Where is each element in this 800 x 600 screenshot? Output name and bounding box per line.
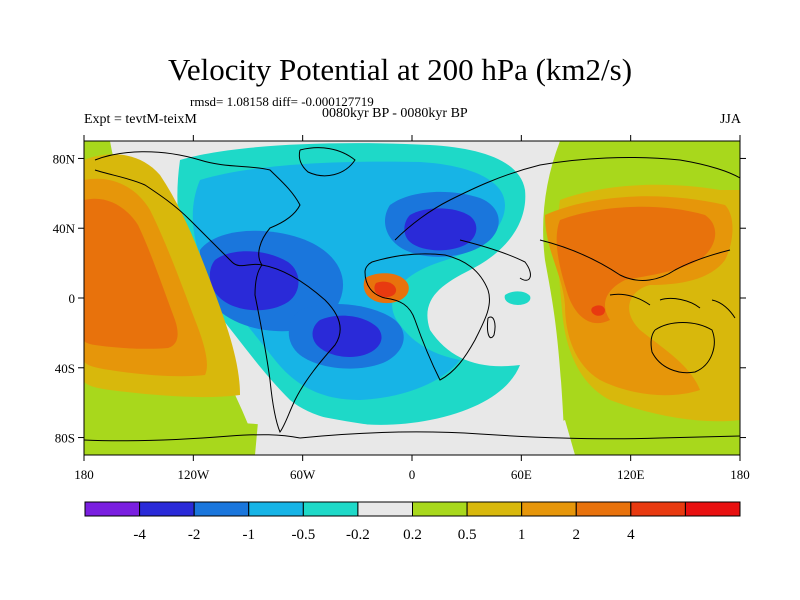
neutral-region-south [255,400,575,455]
colorbar-swatch [575,501,632,517]
coast-north-america [94,151,301,267]
x-tick-label: 60E [511,467,532,482]
coast-eurasia [394,157,740,281]
positive-region-p2-east [556,206,716,324]
colorbar-swatch [84,501,141,517]
colorbar-swatch [521,501,577,517]
colorbar-swatch [466,501,523,517]
colorbar-swatch [630,501,686,517]
colorbar: -4 -2 -1 -0.5 -0.2 0.2 0.5 1 2 4 [84,501,741,543]
colorbar-label: -0.2 [346,527,370,543]
y-tick-label: 80S [55,431,75,446]
colorbar-label: 4 [627,527,635,543]
season-label: JJA [719,112,741,127]
x-tick-label: 180 [730,467,750,482]
y-tick-label: 40S [55,361,75,376]
colorbar-label: 2 [573,527,581,543]
colorbar-swatch [412,501,468,517]
coast-australia [650,322,715,374]
colorbar-swatch [357,501,413,517]
contour-fill-layer [84,141,740,455]
period-label: 0080kyr BP - 0080kyr BP [322,106,468,121]
negative-region-atlantic-small [504,291,531,305]
colorbar-label: 0.2 [403,527,422,543]
x-axis: 180 120W 60W 0 60E 120E 180 [74,135,750,482]
negative-region-m2-west [209,251,299,311]
y-tick-label: 0 [69,291,76,306]
colorbar-label: -4 [133,527,146,543]
colorbar-swatch [193,501,250,517]
negative-region-m2-south [312,315,382,357]
colorbar-label: 0.5 [458,527,477,543]
coast-antarctica [84,431,740,442]
positive-region-maritime-p4 [591,305,605,316]
chart-title: Velocity Potential at 200 hPa (km2/s) [167,52,633,87]
positive-region-p2-west [84,198,178,349]
stats-label: rmsd= 1.08158 diff= -0.000127719 [190,94,374,109]
coast-south-america [254,264,341,434]
negative-region-m2-north [404,208,477,251]
y-axis: 80N 40N 0 40S 80S [53,151,746,446]
coastlines [84,147,740,442]
colorbar-label: -1 [243,527,256,543]
colorbar-swatch [248,501,304,517]
coast-maritime [609,293,736,319]
experiment-label: Expt = tevtM-teixM [84,112,197,127]
positive-region-africa-p4 [374,281,397,298]
colorbar-label: -2 [188,527,201,543]
x-tick-label: 60W [290,467,316,482]
x-tick-label: 120W [177,467,210,482]
coast-africa [364,253,490,381]
colorbar-swatch [302,501,359,517]
x-tick-label: 120E [617,467,645,482]
colorbar-label: 1 [518,527,526,543]
coast-madagascar [487,316,496,339]
x-tick-label: 0 [409,467,416,482]
x-tick-label: 180 [74,467,94,482]
colorbar-swatch [139,501,195,517]
colorbar-label: -0.5 [291,527,315,543]
y-tick-label: 40N [53,221,76,236]
coast-greenland [298,147,356,177]
y-tick-label: 80N [53,151,76,166]
colorbar-swatch [684,501,741,517]
